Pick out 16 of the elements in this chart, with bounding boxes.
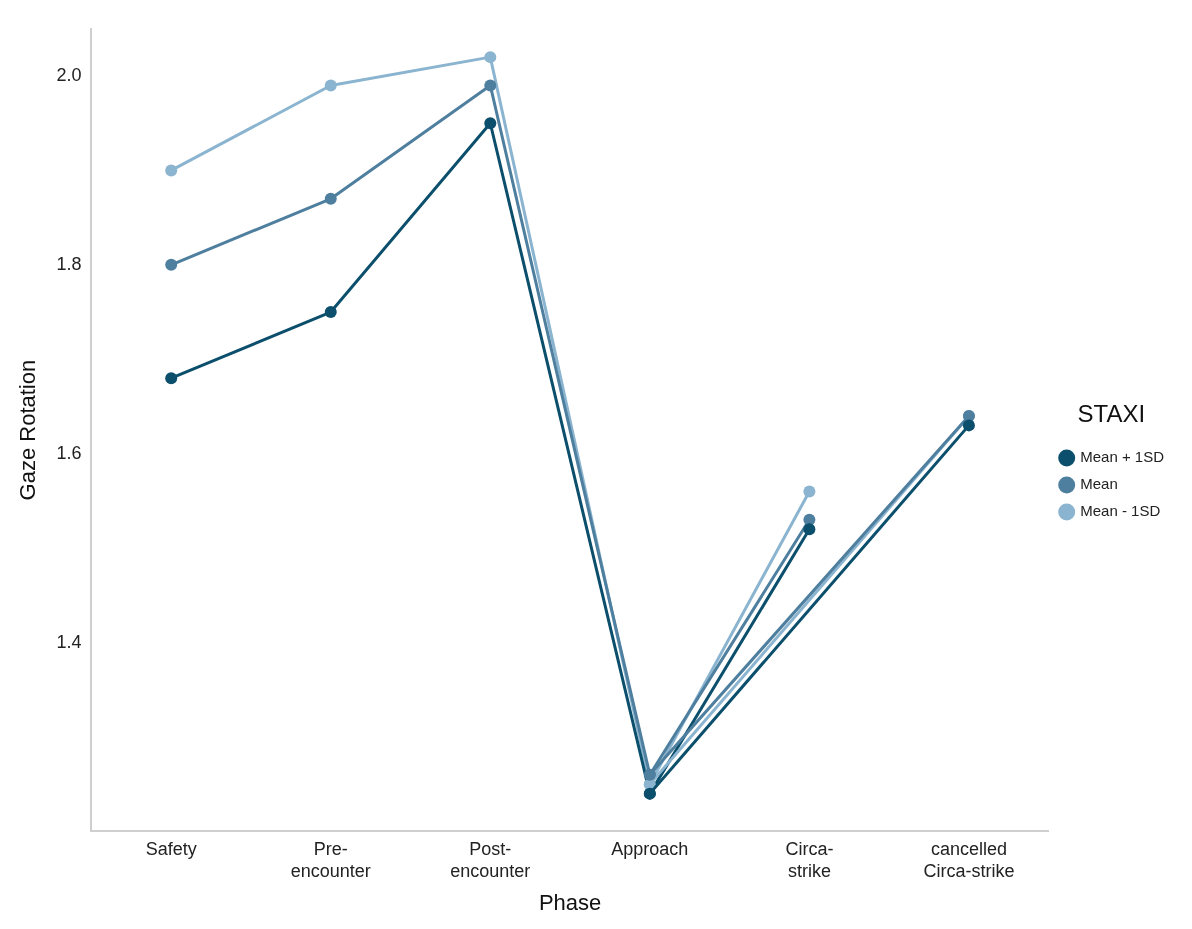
- y-tick-label: 1.8: [56, 253, 82, 274]
- legend-title: STAXI: [1077, 400, 1146, 428]
- y-axis-title: Gaze Rotation: [15, 359, 41, 501]
- x-tick-label: Post- encounter: [450, 839, 531, 881]
- x-tick-label: Circa- strike: [785, 839, 834, 881]
- legend-label: Mean: [1080, 475, 1118, 493]
- y-tick-label: 2.0: [56, 64, 82, 85]
- x-tick-label: cancelled Circa-strike: [923, 839, 1015, 881]
- x-tick-label: Pre- encounter: [290, 839, 371, 881]
- x-axis-title: Phase: [538, 889, 602, 915]
- y-tick-label: 1.4: [56, 631, 82, 652]
- x-tick-label: Safety: [145, 839, 197, 860]
- y-tick-label: 1.6: [56, 442, 82, 463]
- legend-label: Mean + 1SD: [1080, 448, 1165, 466]
- legend-label: Mean - 1SD: [1080, 502, 1161, 520]
- x-tick-label: Approach: [611, 839, 689, 860]
